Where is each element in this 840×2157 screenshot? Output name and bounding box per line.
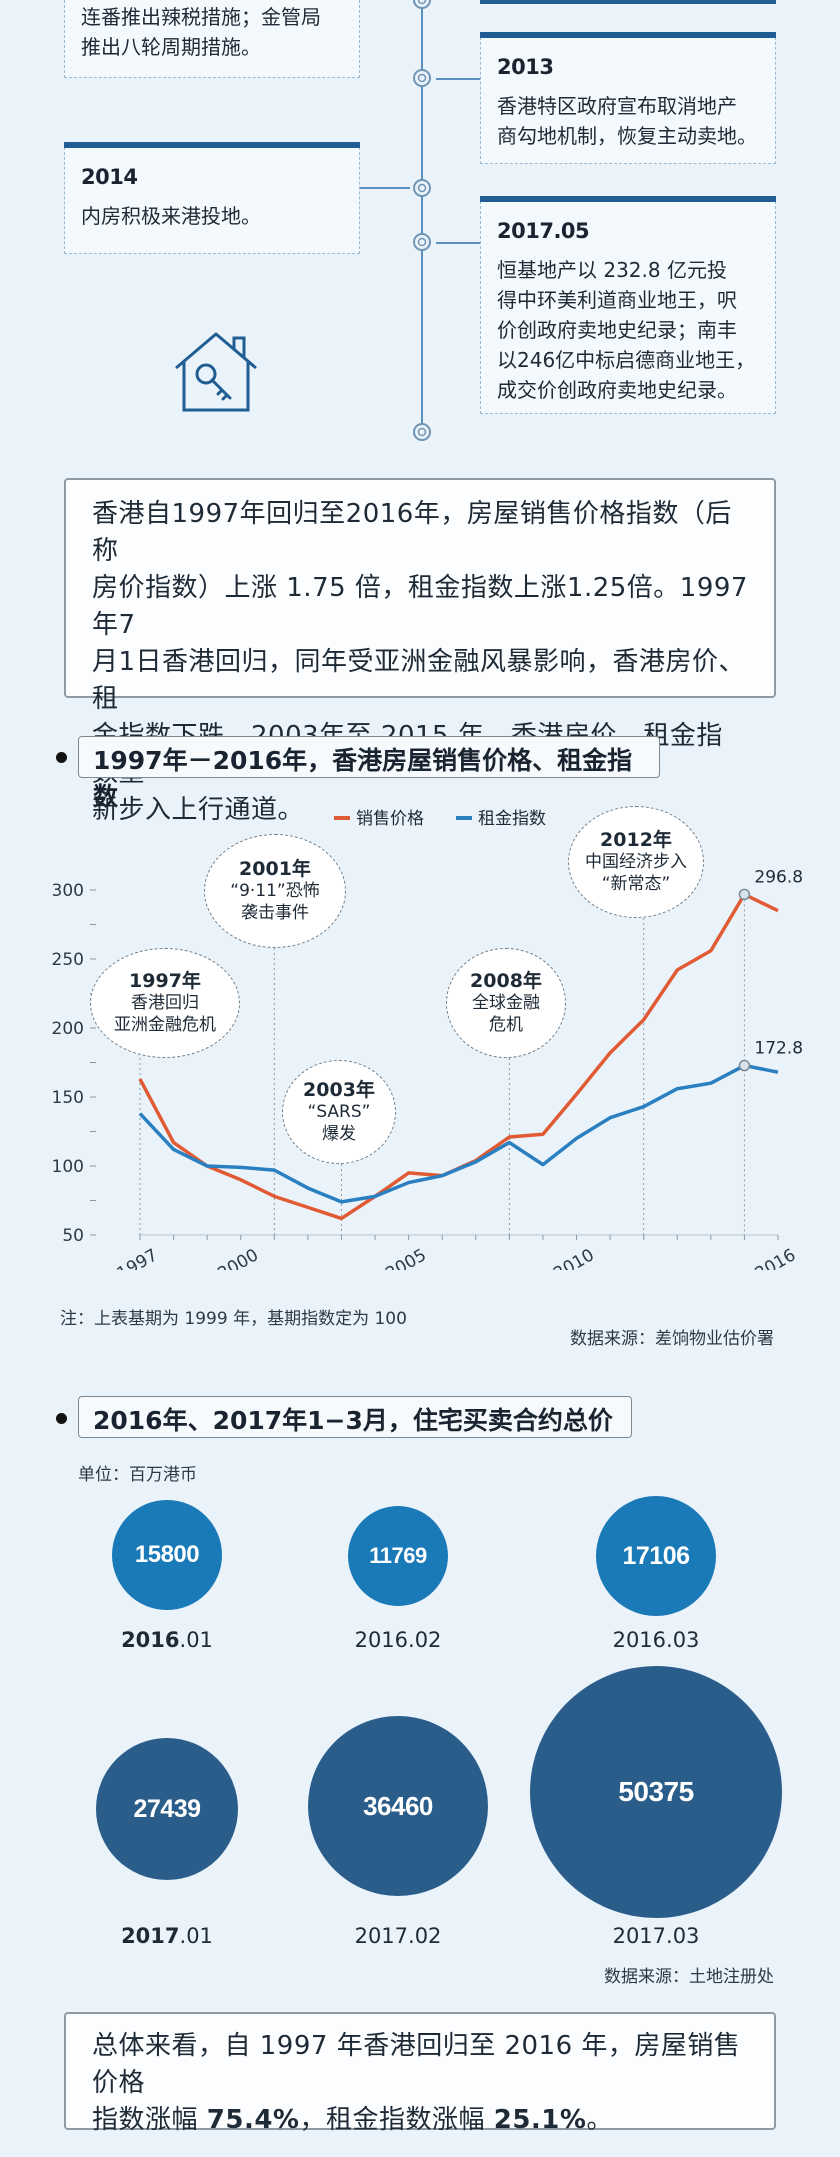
x-tick-label: 2000 xyxy=(215,1245,262,1270)
card-line: 内房积极来港投地。 xyxy=(81,204,261,228)
x-tick-label: 1997 xyxy=(114,1245,161,1270)
unit-label: 单位：百万港币 xyxy=(78,1465,197,1485)
annotation-bubble-1997: 1997年 香港回归 亚洲金融危机 xyxy=(90,948,240,1058)
connector xyxy=(360,187,410,189)
rent-growth-value: 25.1% xyxy=(493,2105,587,2135)
summary-line: 月1日香港回归，同年受亚洲金融风暴影响，香港房价、租 xyxy=(92,647,746,714)
end-marker xyxy=(738,888,751,901)
summary-line: 房价指数）上涨 1.75 倍，租金指数上涨1.25倍。1997年7 xyxy=(92,573,748,640)
y-tick-label: 250 xyxy=(52,950,84,970)
section-title-2: 2016年、2017年1−3月，住宅买卖合约总价 xyxy=(78,1396,632,1438)
card-line: 价创政府卖地史纪录；南丰 xyxy=(497,318,737,342)
value-circle: 11769 xyxy=(348,1506,448,1606)
card-line: 连番推出辣税措施；金管局 xyxy=(81,5,321,29)
price-growth-value: 75.4% xyxy=(206,2105,300,2135)
summary-box-1: 香港自1997年回归至2016年，房屋销售价格指数（后称 房价指数）上涨 1.7… xyxy=(64,478,776,825)
summary-line: 总体来看，自 1997 年香港回归至 2016 年，房屋销售价格 xyxy=(92,2031,741,2098)
connector xyxy=(436,242,480,244)
card-line: 推出八轮周期措施。 xyxy=(81,35,261,59)
value-circle: 17106 xyxy=(596,1496,716,1616)
section-title-1: 1997年－2016年，香港房屋销售价格、租金指数 xyxy=(78,736,660,811)
circle-source: 数据来源：土地注册处 xyxy=(604,1967,774,1987)
x-tick-label: 2005 xyxy=(382,1245,429,1270)
card-line: 香港特区政府宣布取消地产 xyxy=(497,94,737,118)
y-tick-label: 150 xyxy=(52,1088,84,1108)
summary-line: 指数涨幅 75.4%，租金指数涨幅 25.1%。 xyxy=(92,2105,613,2135)
connector xyxy=(436,78,480,80)
card-line: 恒基地产以 232.8 亿元投 xyxy=(497,258,727,282)
end-value-label: 172.8 xyxy=(754,1039,803,1059)
annotation-bubble-2003: 2003年 “SARS” 爆发 xyxy=(282,1060,396,1164)
value-circle: 15800 xyxy=(112,1500,222,1610)
gear-icon xyxy=(413,0,431,9)
annotation-bubble-2008: 2008年 全球金融 危机 xyxy=(446,948,566,1058)
end-value-label: 296.8 xyxy=(754,867,803,887)
card-year: 2014 xyxy=(81,165,138,189)
series-line xyxy=(138,1063,779,1204)
gear-icon xyxy=(413,69,431,87)
legend-label: 销售价格 xyxy=(356,809,424,829)
value-circle: 36460 xyxy=(308,1716,488,1896)
y-tick-label: 100 xyxy=(52,1157,84,1177)
end-marker xyxy=(738,1059,751,1072)
timeline-card: 连番推出辣税措施；金管局 推出八轮周期措施。 xyxy=(64,0,360,78)
card-year: 2017.05 xyxy=(497,219,590,243)
legend-label: 租金指数 xyxy=(478,809,546,829)
timeline-card: 2014 内房积极来港投地。 xyxy=(64,142,360,254)
summary-line: 新步入上行通道。 xyxy=(92,795,305,825)
chart-source: 数据来源：差饷物业估价署 xyxy=(570,1329,774,1349)
timeline-axis xyxy=(421,0,423,428)
card-line: 以246亿中标启德商业地王， xyxy=(497,348,756,372)
timeline-card: 2017.05 恒基地产以 232.8 亿元投 得中环美利道商业地王，呎 价创政… xyxy=(480,196,776,414)
chart-note: 注：上表基期为 1999 年，基期指数定为 100 xyxy=(60,1309,407,1329)
x-tick-label: 2010 xyxy=(550,1245,597,1270)
annotation-bubble-2001: 2001年 “9·11”恐怖 袭击事件 xyxy=(204,834,346,948)
timeline-card-fragment xyxy=(480,0,776,4)
card-year: 2013 xyxy=(497,55,554,79)
summary-line: 香港自1997年回归至2016年，房屋销售价格指数（后称 xyxy=(92,499,732,566)
value-circle: 50375 xyxy=(530,1666,782,1918)
timeline-card: 2013 香港特区政府宣布取消地产 商勾地机制，恢复主动卖地。 xyxy=(480,32,776,164)
gear-icon xyxy=(413,233,431,251)
house-key-icon xyxy=(175,332,257,412)
card-line: 商勾地机制，恢复主动卖地。 xyxy=(497,124,757,148)
circle-label: 2017.02 xyxy=(354,1924,442,1948)
section-bullet xyxy=(56,1413,67,1424)
summary-box-2: 总体来看，自 1997 年香港回归至 2016 年，房屋销售价格 指数涨幅 75… xyxy=(64,2012,776,2135)
card-line: 得中环美利道商业地王，呎 xyxy=(497,288,737,312)
circle-label: 2016.03 xyxy=(612,1628,700,1652)
circle-label: 2016.01 xyxy=(121,1628,213,1652)
circle-label: 2017.03 xyxy=(612,1924,700,1948)
circle-label: 2017.01 xyxy=(121,1924,213,1948)
card-line: 成交价创政府卖地史纪录。 xyxy=(497,378,737,402)
gear-icon xyxy=(413,423,431,441)
x-tick-label: 2016 xyxy=(752,1245,799,1270)
value-circle: 27439 xyxy=(96,1738,238,1880)
annotation-bubble-2012: 2012年 中国经济步入 “新常态” xyxy=(568,806,704,918)
section-bullet xyxy=(56,752,67,763)
gear-icon xyxy=(413,179,431,197)
circle-label: 2016.02 xyxy=(354,1628,442,1652)
y-tick-label: 50 xyxy=(62,1226,84,1246)
price-rent-line-chart: 50 100 150 200 250 300 1997 2000 2005 2010 2016 296… xyxy=(52,809,804,1270)
y-tick-label: 300 xyxy=(52,881,84,901)
y-tick-label: 200 xyxy=(52,1019,84,1039)
